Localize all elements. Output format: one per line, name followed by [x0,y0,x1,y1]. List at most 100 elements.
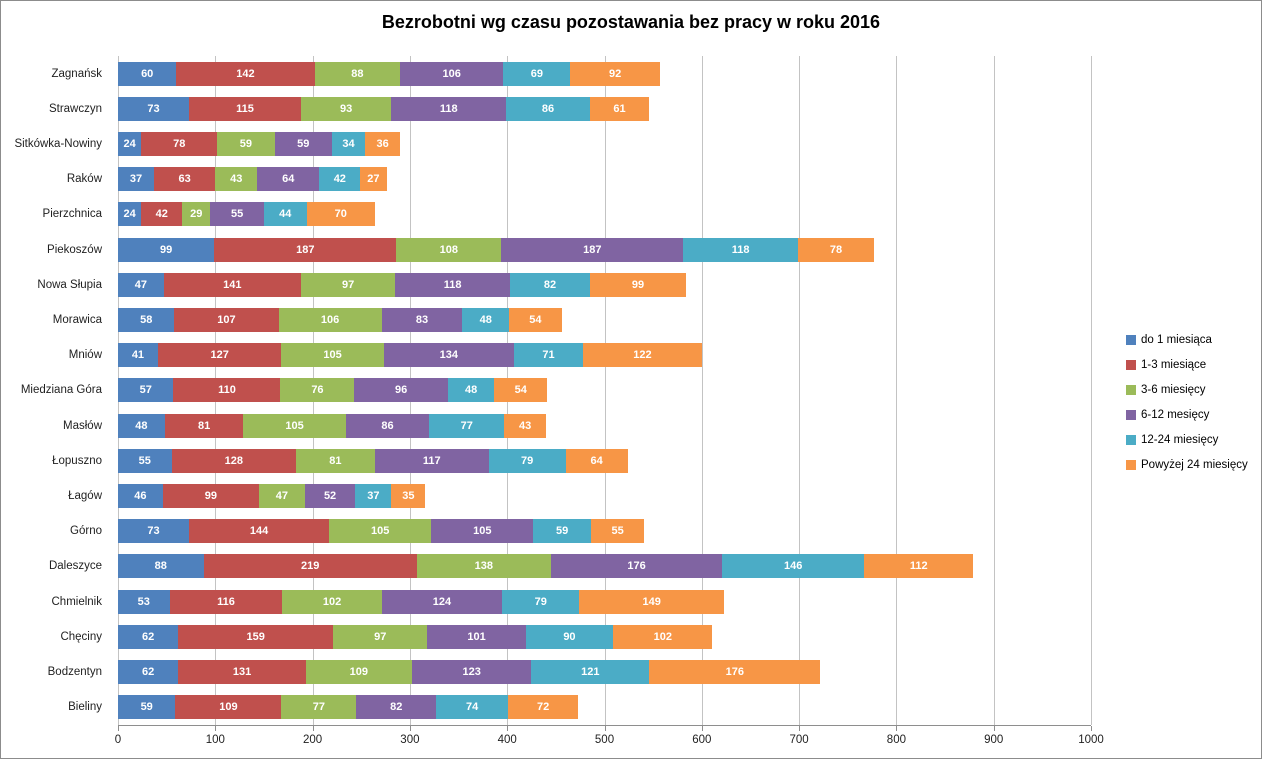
bar-segment: 54 [509,308,562,333]
bar-segment: 52 [304,484,356,509]
bar-segment: 43 [215,167,258,192]
plot-area: 60 142 88 106 69 92 73 115 93 118 86 61 24 78 59 59 34 36… [118,56,1092,726]
bar-segment: 121 [531,660,650,685]
category-axis: Zagnańsk Strawczyn Sitkówka-Nowiny Raków Pie… [1,56,110,725]
bar-row: 53 116 102 124 79 149 [118,584,1091,619]
category-label: Piekoszów [47,243,102,256]
bar-segment: 60 [118,61,177,86]
bar-segment: 123 [411,660,532,685]
bar-segment: 59 [274,132,332,156]
category-label: Strawczyn [48,102,102,115]
bar-segment: 134 [383,343,514,368]
legend-swatch [1126,460,1136,470]
bar-segment: 86 [345,413,430,438]
stacked-bar: 62 131 109 123 121 176 [118,660,821,685]
bar-row: 58 107 106 83 48 54 [118,302,1091,337]
bar-segment: 53 [118,589,170,614]
x-tick-label: 400 [497,734,517,746]
bar-segment: 46 [118,484,163,509]
bar-segment: 48 [118,413,165,438]
bar-segment: 77 [281,695,357,720]
bar-segment: 43 [504,413,547,438]
bar-segment: 78 [798,237,874,262]
bar-segment: 141 [163,272,301,297]
x-tick [799,726,801,731]
bar-segment: 118 [683,237,799,262]
stacked-bar: 41 127 105 134 71 122 [118,343,702,368]
bar-segment: 99 [118,237,215,262]
bar-segment: 59 [118,695,176,720]
x-tick [409,726,411,731]
bar-segment: 97 [333,624,428,649]
bar-segment: 97 [300,272,396,297]
bar-segment: 79 [502,589,580,614]
bar-segment: 110 [173,378,281,403]
bar-segment: 82 [510,272,590,297]
legend-item: Powyżej 24 miesięcy [1126,459,1248,471]
stacked-bar: 57 110 76 96 48 54 [118,378,548,403]
bar-segment: 71 [513,343,584,368]
category-label: Sitkówka-Nowiny [14,138,102,150]
legend-label: do 1 miesiąca [1141,334,1212,346]
bar-segment: 42 [319,167,361,192]
bar-segment: 115 [189,96,301,121]
legend-item: 12-24 miesięcy [1126,434,1248,446]
x-tick [312,726,314,731]
legend-item: do 1 miesiąca [1126,334,1248,346]
bar-segment: 34 [332,132,366,156]
x-tick-label: 800 [886,734,906,746]
stacked-bar: 59 109 77 82 74 72 [118,695,579,720]
bar-segment: 73 [118,519,190,544]
x-axis-labels: 0 100 200 300 400 500 600 700 800 900 1000 [115,734,1104,750]
bar-row: 37 63 43 64 42 27 [118,162,1091,197]
legend-label: 6-12 mesięcy [1141,409,1210,421]
bar-segment: 149 [579,589,725,614]
legend-item: 1-3 miesiące [1126,359,1248,371]
stacked-bar: 58 107 106 83 48 54 [118,308,562,333]
stacked-bar: 99 187 108 187 118 78 [118,237,874,262]
bar-segment: 93 [300,96,392,121]
bar-segment: 47 [259,484,305,509]
bar-segment: 187 [214,237,397,262]
bar-segment: 37 [118,167,154,192]
bar-segment: 108 [396,237,502,262]
legend-item: 6-12 mesięcy [1126,409,1248,421]
bar-row: 99 187 108 187 118 78 [118,232,1091,267]
bar-segment: 88 [314,61,401,86]
stacked-bar: 55 128 81 117 79 64 [118,448,628,473]
bar-segment: 86 [506,96,590,121]
x-tick-label: 200 [303,734,323,746]
x-tick-label: 900 [984,734,1004,746]
bar-segment: 92 [570,61,660,86]
legend: do 1 miesiąca 1-3 miesiące 3-6 miesięcy 6-1… [1126,334,1248,471]
gridline [993,56,995,725]
bars: 60 142 88 106 69 92 73 115 93 118 86 61 24 78 59 59 34 36… [118,56,1091,725]
x-tick [701,726,703,731]
bar-segment: 55 [118,448,172,473]
bar-row: 59 109 77 82 74 72 [118,690,1091,725]
bar-segment: 62 [118,660,179,685]
stacked-bar: 37 63 43 64 42 27 [118,167,387,192]
bar-segment: 81 [296,448,375,473]
bar-segment: 61 [589,96,650,121]
bar-segment: 54 [494,378,548,403]
bar-segment: 187 [501,237,684,262]
bar-row: 41 127 105 134 71 122 [118,338,1091,373]
bar-row: 47 141 97 118 82 99 [118,267,1091,302]
bar-segment: 57 [118,378,174,403]
bar-row: 73 115 93 118 86 61 [118,91,1091,126]
bar-segment: 124 [381,589,503,614]
stacked-bar: 88 219 138 176 146 112 [118,554,974,579]
bar-segment: 88 [118,554,204,579]
category-label: Górno [70,525,102,538]
bar-row: 60 142 88 106 69 92 [118,56,1091,91]
legend-swatch [1126,435,1136,445]
x-tick [1091,726,1092,731]
bar-segment: 116 [169,589,283,614]
bar-segment: 90 [525,624,614,649]
category-label: Łagów [68,490,102,503]
bar-row: 24 42 29 55 44 70 [118,197,1091,232]
bar-row: 46 99 47 52 37 35 [118,478,1091,513]
x-tick [118,726,119,731]
bar-segment: 74 [436,695,509,720]
